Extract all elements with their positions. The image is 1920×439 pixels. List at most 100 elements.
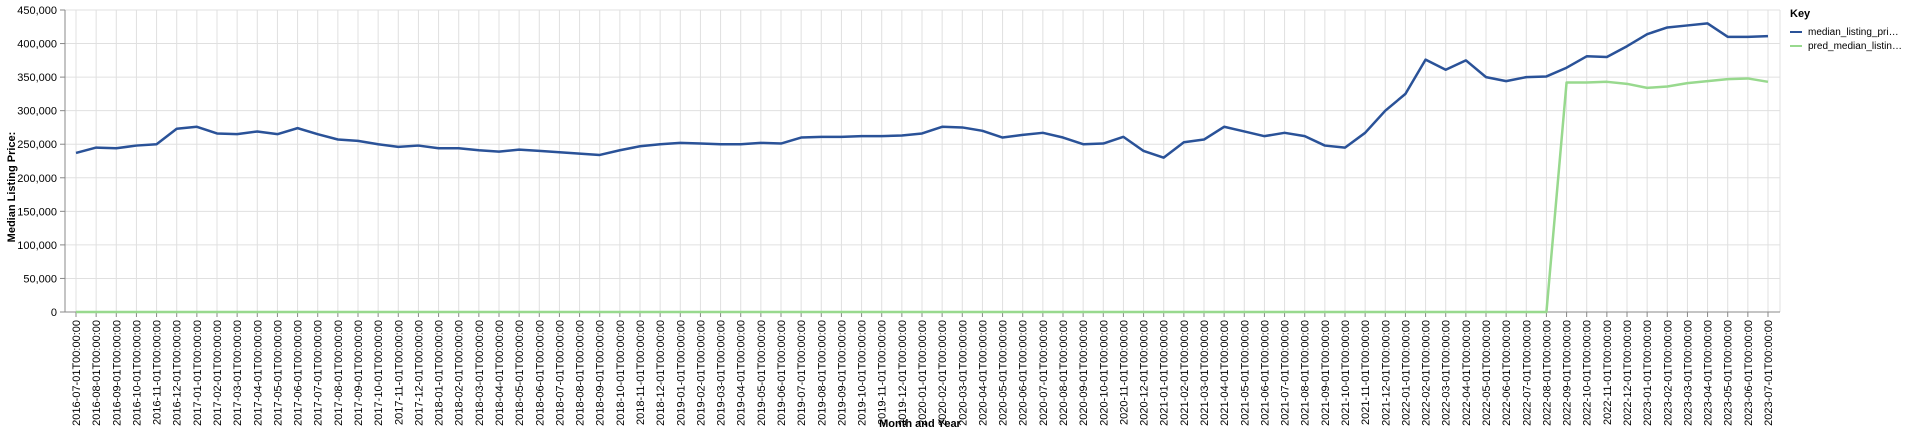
x-tick-label: 2021-06-01T00:00:00: [1259, 320, 1271, 426]
axes: 0 50,000 100,000 150,000 200,000 250,000 300,0…: [17, 5, 1780, 426]
x-tick-label: 2019-11-01T00:00:00: [877, 320, 889, 425]
x-tick-label: 2020-08-01T00:00:00: [1058, 320, 1070, 426]
x-tick-label: 2021-05-01T00:00:00: [1239, 320, 1251, 426]
x-tick-label: 2023-03-01T00:00:00: [1682, 320, 1694, 426]
median-listing-price-line: [75, 22, 1769, 159]
legend-title: Key: [1790, 8, 1811, 20]
x-tick-label: 2020-07-01T00:00:00: [1038, 320, 1050, 426]
y-axis-title: Median Listing Price:: [6, 132, 18, 243]
x-tick-label: 2020-01-01T00:00:00: [917, 320, 929, 426]
x-tick-label: 2022-02-01T00:00:00: [1421, 320, 1433, 426]
y-tick-label: 100,000: [17, 240, 57, 252]
x-tick-label: 2017-06-01T00:00:00: [293, 320, 305, 426]
x-tick-label: 2022-08-01T00:00:00: [1541, 320, 1553, 426]
x-tick-label: 2022-12-01T00:00:00: [1622, 320, 1634, 426]
x-tick-label: 2019-06-01T00:00:00: [776, 320, 788, 426]
x-tick-label: 2020-05-01T00:00:00: [998, 320, 1010, 426]
x-tick-label: 2019-03-01T00:00:00: [716, 320, 728, 426]
x-tick-label: 2018-04-01T00:00:00: [494, 320, 506, 426]
x-tick-label: 2019-10-01T00:00:00: [857, 320, 869, 426]
x-tick-label: 2019-12-01T00:00:00: [897, 320, 909, 426]
x-tick-label: 2017-10-01T00:00:00: [373, 320, 385, 426]
x-axis-title: Month and Year: [879, 418, 961, 430]
legend-label-median: median_listing_pri…: [1808, 27, 1899, 38]
x-tick-label: 2021-07-01T00:00:00: [1280, 320, 1292, 426]
x-tick-label: 2020-02-01T00:00:00: [937, 320, 949, 426]
x-tick-label: 2021-03-01T00:00:00: [1199, 320, 1211, 426]
x-tick-label: 2018-03-01T00:00:00: [474, 320, 486, 426]
x-tick-label: 2018-01-01T00:00:00: [434, 320, 446, 426]
x-tick-label: 2018-06-01T00:00:00: [534, 320, 546, 426]
x-tick-label: 2021-08-01T00:00:00: [1300, 320, 1312, 426]
x-tick-label: 2023-02-01T00:00:00: [1662, 320, 1674, 426]
x-tick-label: 2020-06-01T00:00:00: [1018, 320, 1030, 426]
x-tick-label: 2022-07-01T00:00:00: [1521, 320, 1533, 426]
legend: Key median_listing_pri… pred_median_list…: [1790, 8, 1902, 52]
x-tick-label: 2016-10-01T00:00:00: [131, 320, 143, 426]
x-tick-label: 2021-11-01T00:00:00: [1360, 320, 1372, 425]
series-lines: [75, 22, 1769, 314]
x-tick-label: 2018-07-01T00:00:00: [554, 320, 566, 426]
x-tick-label: 2021-12-01T00:00:00: [1380, 320, 1392, 426]
x-tick-label: 2023-01-01T00:00:00: [1642, 320, 1654, 426]
x-tick-label: 2022-09-01T00:00:00: [1562, 320, 1574, 426]
x-tick-label: 2021-02-01T00:00:00: [1179, 320, 1191, 426]
x-tick-label: 2019-05-01T00:00:00: [756, 320, 768, 426]
x-tick-label: 2020-03-01T00:00:00: [957, 320, 969, 426]
x-tick-label: 2020-12-01T00:00:00: [1139, 320, 1151, 426]
x-tick-label: 2016-11-01T00:00:00: [152, 320, 164, 425]
x-tick-label: 2022-05-01T00:00:00: [1481, 320, 1493, 426]
x-tick-label: 2022-10-01T00:00:00: [1582, 320, 1594, 426]
y-tick-label: 350,000: [17, 72, 57, 84]
x-tick-label: 2022-04-01T00:00:00: [1461, 320, 1473, 426]
legend-label-pred: pred_median_listin…: [1808, 41, 1902, 52]
y-tick-label: 400,000: [17, 39, 57, 51]
x-tick-label: 2021-01-01T00:00:00: [1159, 320, 1171, 426]
x-tick-label: 2020-11-01T00:00:00: [1118, 320, 1130, 425]
pred-median-listing-price-line: [76, 77, 1769, 314]
x-tick-label: 2020-04-01T00:00:00: [977, 320, 989, 426]
x-tick-label: 2022-03-01T00:00:00: [1441, 320, 1453, 426]
x-tick-label: 2019-01-01T00:00:00: [675, 320, 687, 426]
x-tick-label: 2019-04-01T00:00:00: [736, 320, 748, 426]
x-tick-label: 2022-06-01T00:00:00: [1501, 320, 1513, 426]
x-tick-label: 2020-09-01T00:00:00: [1078, 320, 1090, 426]
x-tick-label: 2019-09-01T00:00:00: [836, 320, 848, 426]
y-tick-label: 300,000: [17, 106, 57, 118]
x-tick-label: 2017-08-01T00:00:00: [333, 320, 345, 426]
x-tick-label: 2018-12-01T00:00:00: [655, 320, 667, 426]
x-tick-label: 2023-04-01T00:00:00: [1703, 320, 1715, 426]
y-tick-label: 50,000: [23, 273, 57, 285]
x-tick-label: 2017-12-01T00:00:00: [413, 320, 425, 426]
x-tick-label: 2017-04-01T00:00:00: [252, 320, 264, 426]
x-tick-label: 2021-09-01T00:00:00: [1320, 320, 1332, 426]
x-tick-label: 2018-05-01T00:00:00: [514, 320, 526, 426]
x-tick-label: 2021-10-01T00:00:00: [1340, 320, 1352, 426]
x-tick-label: 2018-11-01T00:00:00: [635, 320, 647, 425]
x-tick-label: 2017-01-01T00:00:00: [192, 320, 204, 426]
y-tick-label: 450,000: [17, 5, 57, 17]
x-tick-label: 2017-03-01T00:00:00: [232, 320, 244, 426]
x-tick-label: 2019-08-01T00:00:00: [816, 320, 828, 426]
x-tick-label: 2018-10-01T00:00:00: [615, 320, 627, 426]
x-tick-label: 2017-07-01T00:00:00: [313, 320, 325, 426]
x-tick-label: 2023-07-01T00:00:00: [1763, 320, 1775, 426]
x-tick-label: 2016-12-01T00:00:00: [172, 320, 184, 426]
x-tick-label: 2023-05-01T00:00:00: [1723, 320, 1735, 426]
x-tick-label: 2017-09-01T00:00:00: [353, 320, 365, 426]
x-tick-label: 2020-10-01T00:00:00: [1098, 320, 1110, 426]
y-tick-label: 150,000: [17, 206, 57, 218]
x-tick-label: 2016-08-01T00:00:00: [91, 320, 103, 426]
y-tick-label: 250,000: [17, 139, 57, 151]
x-tick-label: 2018-08-01T00:00:00: [575, 320, 587, 426]
x-tick-label: 2017-11-01T00:00:00: [393, 320, 405, 425]
y-tick-label: 0: [51, 307, 57, 319]
x-tick-label: 2021-04-01T00:00:00: [1219, 320, 1231, 426]
x-tick-label: 2018-09-01T00:00:00: [595, 320, 607, 426]
x-tick-label: 2019-07-01T00:00:00: [796, 320, 808, 426]
y-tick-label: 200,000: [17, 173, 57, 185]
x-tick-label: 2017-02-01T00:00:00: [212, 320, 224, 426]
gridlines: [65, 9, 1781, 313]
